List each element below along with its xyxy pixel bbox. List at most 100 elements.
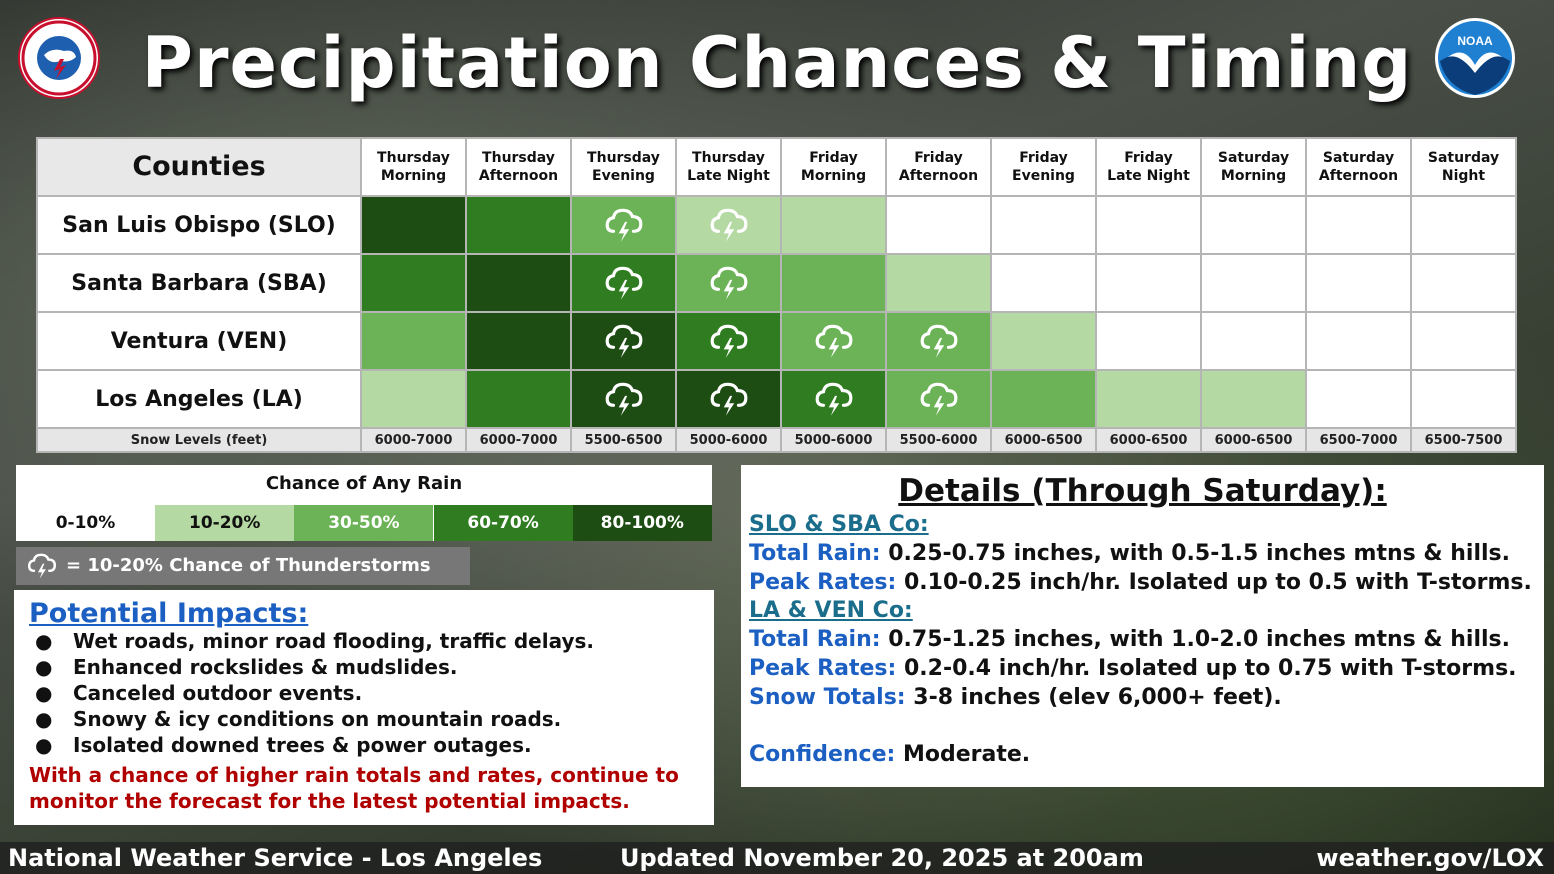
chance-cell	[465, 253, 572, 313]
chance-cell	[675, 369, 782, 429]
chance-cell	[675, 311, 782, 371]
chance-cell	[990, 253, 1097, 313]
county-row: Los Angeles (LA)	[36, 369, 1517, 429]
county-name: Santa Barbara (SBA)	[36, 253, 362, 313]
tstorm-legend-label: = 10-20% Chance of Thunderstorms	[66, 555, 431, 576]
footer-updated: Updated November 20, 2025 at 200am	[620, 844, 1144, 872]
chance-cell	[570, 195, 677, 255]
snow-level-cell: 6500-7500	[1410, 427, 1517, 453]
thunderstorm-icon	[605, 382, 642, 416]
precip-table: Counties Thursday Morning Thursday Afternoon…	[36, 137, 1517, 453]
chance-cell	[990, 195, 1097, 255]
chance-cell	[1410, 195, 1517, 255]
thunderstorm-icon	[815, 324, 852, 358]
period-header: Friday Evening	[990, 137, 1097, 197]
snow-level-cell: 6000-6500	[1200, 427, 1307, 453]
thunderstorm-icon	[710, 266, 747, 300]
period-header: Thursday Evening	[570, 137, 677, 197]
slo-peak-rates: Peak Rates: 0.10-0.25 inch/hr. Isolated …	[749, 570, 1532, 595]
thunderstorm-icon	[920, 382, 957, 416]
legend-bin: 80-100%	[572, 505, 712, 541]
period-header: Saturday Morning	[1200, 137, 1307, 197]
chance-cell	[780, 369, 887, 429]
impacts-list: ● Wet roads, minor road flooding, traffic…	[29, 628, 594, 758]
chance-cell	[1200, 311, 1307, 371]
period-header: Friday Late Night	[1095, 137, 1202, 197]
la-peak-rates: Peak Rates: 0.2-0.4 inch/hr. Isolated up…	[749, 656, 1517, 681]
chance-cell	[465, 311, 572, 371]
county-row: Santa Barbara (SBA)	[36, 253, 1517, 313]
chance-cell	[780, 311, 887, 371]
chance-cell	[1410, 253, 1517, 313]
thunderstorm-icon	[710, 324, 747, 358]
period-header: Friday Afternoon	[885, 137, 992, 197]
chance-cell	[1410, 311, 1517, 371]
legend-bin: 30-50%	[294, 505, 434, 541]
snow-level-cell: 5000-6000	[780, 427, 887, 453]
county-name: San Luis Obispo (SLO)	[36, 195, 362, 255]
county-name: Ventura (VEN)	[36, 311, 362, 371]
period-header: Thursday Late Night	[675, 137, 782, 197]
thunderstorm-icon	[815, 382, 852, 416]
impacts-title: Potential Impacts:	[29, 598, 309, 629]
period-header: Thursday Morning	[360, 137, 467, 197]
list-item: ● Isolated downed trees & power outages.	[35, 733, 532, 757]
footer-website[interactable]: weather.gov/LOX	[1316, 844, 1544, 872]
chance-cell	[1095, 253, 1202, 313]
chance-cell	[465, 369, 572, 429]
footer-office: National Weather Service - Los Angeles	[8, 844, 543, 872]
period-header: Saturday Night	[1410, 137, 1517, 197]
counties-header: Counties	[36, 137, 362, 197]
chance-cell	[675, 253, 782, 313]
chance-cell	[1305, 195, 1412, 255]
thunderstorm-icon	[605, 266, 642, 300]
chance-cell	[360, 369, 467, 429]
slo-total-rain: Total Rain: 0.25-0.75 inches, with 0.5-1…	[749, 541, 1510, 566]
chance-cell	[885, 253, 992, 313]
thunderstorm-icon	[605, 208, 642, 242]
legend-title: Chance of Any Rain	[265, 473, 463, 494]
chance-cell	[885, 311, 992, 371]
snow-level-cell: 6000-7000	[360, 427, 467, 453]
chance-cell	[1200, 253, 1307, 313]
chance-cell	[1095, 311, 1202, 371]
impacts-note: With a chance of higher rain totals and …	[29, 763, 679, 813]
la-total-rain: Total Rain: 0.75-1.25 inches, with 1.0-2…	[749, 627, 1510, 652]
legend-bin: 10-20%	[155, 505, 295, 541]
chance-cell	[1200, 195, 1307, 255]
thunderstorm-icon	[27, 553, 57, 579]
details-title: Details (Through Saturday):	[898, 473, 1387, 509]
county-row: Ventura (VEN)	[36, 311, 1517, 371]
impacts-panel: Potential Impacts: ● Wet roads, minor roa…	[14, 590, 714, 825]
chance-cell	[1305, 253, 1412, 313]
chance-cell	[570, 253, 677, 313]
page-title: Precipitation Chances & Timing	[141, 22, 1413, 104]
snow-level-cell: 5500-6000	[885, 427, 992, 453]
period-header: Thursday Afternoon	[465, 137, 572, 197]
tstorm-legend: = 10-20% Chance of Thunderstorms	[16, 547, 470, 585]
slo-sba-heading: SLO & SBA Co:	[749, 512, 929, 537]
county-name: Los Angeles (LA)	[36, 369, 362, 429]
chance-cell	[360, 195, 467, 255]
rain-legend: Chance of Any Rain 0-10% 10-20% 30-50% 60-7…	[16, 465, 712, 541]
period-header: Friday Morning	[780, 137, 887, 197]
chance-cell	[990, 311, 1097, 371]
snow-levels-label: Snow Levels (feet)	[36, 427, 362, 453]
chance-cell	[1410, 369, 1517, 429]
snow-level-cell: 5000-6000	[675, 427, 782, 453]
list-item: ● Canceled outdoor events.	[35, 681, 363, 705]
chance-cell	[1200, 369, 1307, 429]
chance-cell	[780, 195, 887, 255]
chance-cell	[570, 311, 677, 371]
chance-cell	[675, 195, 782, 255]
nws-logo	[18, 17, 100, 99]
svg-text:NOAA: NOAA	[1457, 34, 1493, 48]
snow-level-cell: 5500-6500	[570, 427, 677, 453]
details-panel: Details (Through Saturday): SLO & SBA Co…	[741, 465, 1544, 787]
footer: National Weather Service - Los Angeles U…	[0, 842, 1554, 874]
chance-cell	[360, 311, 467, 371]
county-row: San Luis Obispo (SLO)	[36, 195, 1517, 255]
chance-cell	[885, 195, 992, 255]
legend-bin: 60-70%	[433, 505, 573, 541]
list-item: ● Wet roads, minor road flooding, traffic…	[35, 629, 594, 653]
